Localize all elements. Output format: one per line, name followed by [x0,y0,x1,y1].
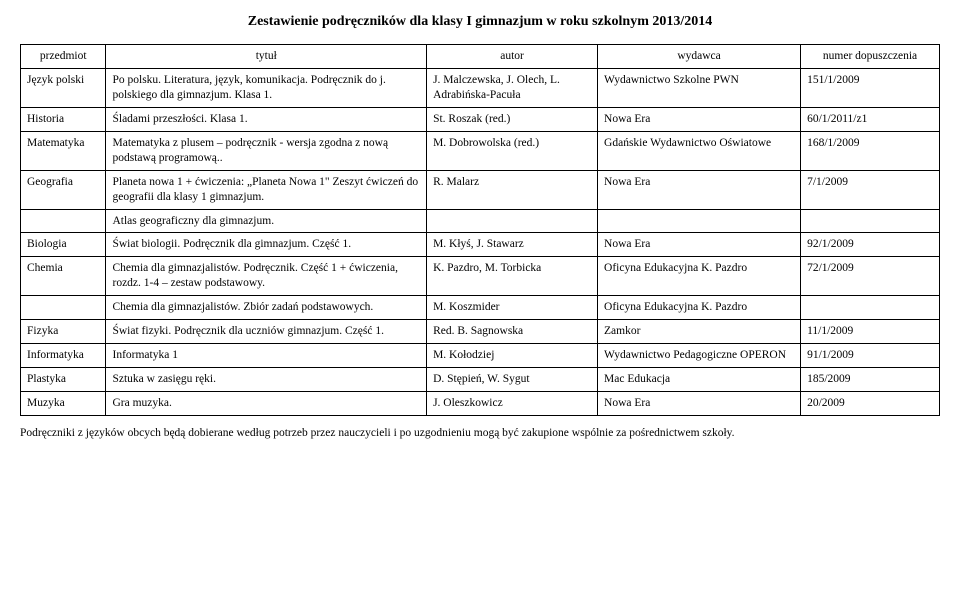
cell-publisher: Zamkor [598,320,801,344]
cell-number [801,296,940,320]
cell-publisher: Oficyna Edukacyjna K. Pazdro [598,296,801,320]
cell-title: Sztuka w zasięgu ręki. [106,368,427,392]
page-title: Zestawienie podręczników dla klasy I gim… [20,14,940,30]
col-publisher: wydawca [598,45,801,69]
cell-number: 92/1/2009 [801,233,940,257]
cell-subject: Muzyka [21,392,106,416]
table-row: Muzyka Gra muzyka. J. Oleszkowicz Nowa E… [21,392,940,416]
table-row: Język polski Po polsku. Literatura, języ… [21,68,940,107]
cell-subject: Chemia [21,257,106,296]
cell-title: Po polsku. Literatura, język, komunikacj… [106,68,427,107]
col-number: numer dopuszczenia [801,45,940,69]
cell-title: Atlas geograficzny dla gimnazjum. [106,209,427,233]
table-row: Chemia Chemia dla gimnazjalistów. Podręc… [21,257,940,296]
cell-author: Red. B. Sagnowska [427,320,598,344]
cell-number: 151/1/2009 [801,68,940,107]
cell-author: M. Kołodziej [427,344,598,368]
cell-subject [21,296,106,320]
cell-number: 185/2009 [801,368,940,392]
col-subject: przedmiot [21,45,106,69]
cell-subject: Historia [21,107,106,131]
cell-author: R. Malarz [427,170,598,209]
cell-subject [21,209,106,233]
cell-author: M. Dobrowolska (red.) [427,131,598,170]
cell-publisher: Mac Edukacja [598,368,801,392]
cell-author: St. Roszak (red.) [427,107,598,131]
cell-title: Chemia dla gimnazjalistów. Podręcznik. C… [106,257,427,296]
cell-number: 11/1/2009 [801,320,940,344]
table-row: Fizyka Świat fizyki. Podręcznik dla uczn… [21,320,940,344]
table-row: Chemia dla gimnazjalistów. Zbiór zadań p… [21,296,940,320]
cell-number: 7/1/2009 [801,170,940,209]
cell-title: Świat biologii. Podręcznik dla gimnazjum… [106,233,427,257]
cell-title: Świat fizyki. Podręcznik dla uczniów gim… [106,320,427,344]
footer-note: Podręczniki z języków obcych będą dobier… [20,426,940,442]
table-row: Biologia Świat biologii. Podręcznik dla … [21,233,940,257]
col-title: tytuł [106,45,427,69]
cell-subject: Język polski [21,68,106,107]
cell-subject: Matematyka [21,131,106,170]
table-row: Matematyka Matematyka z plusem – podręcz… [21,131,940,170]
cell-author: J. Malczewska, J. Olech, L. Adrabińska-P… [427,68,598,107]
cell-number: 60/1/2011/z1 [801,107,940,131]
cell-title: Śladami przeszłości. Klasa 1. [106,107,427,131]
cell-author: J. Oleszkowicz [427,392,598,416]
cell-number: 91/1/2009 [801,344,940,368]
page: Zestawienie podręczników dla klasy I gim… [0,0,960,451]
cell-subject: Informatyka [21,344,106,368]
cell-title: Matematyka z plusem – podręcznik - wersj… [106,131,427,170]
cell-publisher: Oficyna Edukacyjna K. Pazdro [598,257,801,296]
cell-subject: Geografia [21,170,106,209]
cell-publisher: Nowa Era [598,170,801,209]
cell-number: 20/2009 [801,392,940,416]
table-row: Geografia Planeta nowa 1 + ćwiczenia: „P… [21,170,940,209]
cell-subject: Fizyka [21,320,106,344]
cell-author: M. Koszmider [427,296,598,320]
cell-title: Chemia dla gimnazjalistów. Zbiór zadań p… [106,296,427,320]
cell-publisher: Nowa Era [598,392,801,416]
cell-number: 72/1/2009 [801,257,940,296]
cell-number [801,209,940,233]
table-header-row: przedmiot tytuł autor wydawca numer dopu… [21,45,940,69]
cell-publisher: Nowa Era [598,233,801,257]
cell-publisher: Gdańskie Wydawnictwo Oświatowe [598,131,801,170]
cell-author: K. Pazdro, M. Torbicka [427,257,598,296]
table-row: Atlas geograficzny dla gimnazjum. [21,209,940,233]
textbook-table: przedmiot tytuł autor wydawca numer dopu… [20,44,940,416]
cell-number: 168/1/2009 [801,131,940,170]
cell-author: D. Stępień, W. Sygut [427,368,598,392]
table-row: Informatyka Informatyka 1 M. Kołodziej W… [21,344,940,368]
col-author: autor [427,45,598,69]
cell-author: M. Kłyś, J. Stawarz [427,233,598,257]
table-row: Plastyka Sztuka w zasięgu ręki. D. Stępi… [21,368,940,392]
table-row: Historia Śladami przeszłości. Klasa 1. S… [21,107,940,131]
cell-title: Informatyka 1 [106,344,427,368]
cell-publisher: Wydawnictwo Szkolne PWN [598,68,801,107]
cell-title: Gra muzyka. [106,392,427,416]
cell-author [427,209,598,233]
cell-subject: Biologia [21,233,106,257]
cell-title: Planeta nowa 1 + ćwiczenia: „Planeta Now… [106,170,427,209]
cell-publisher: Nowa Era [598,107,801,131]
cell-publisher [598,209,801,233]
cell-publisher: Wydawnictwo Pedagogiczne OPERON [598,344,801,368]
cell-subject: Plastyka [21,368,106,392]
